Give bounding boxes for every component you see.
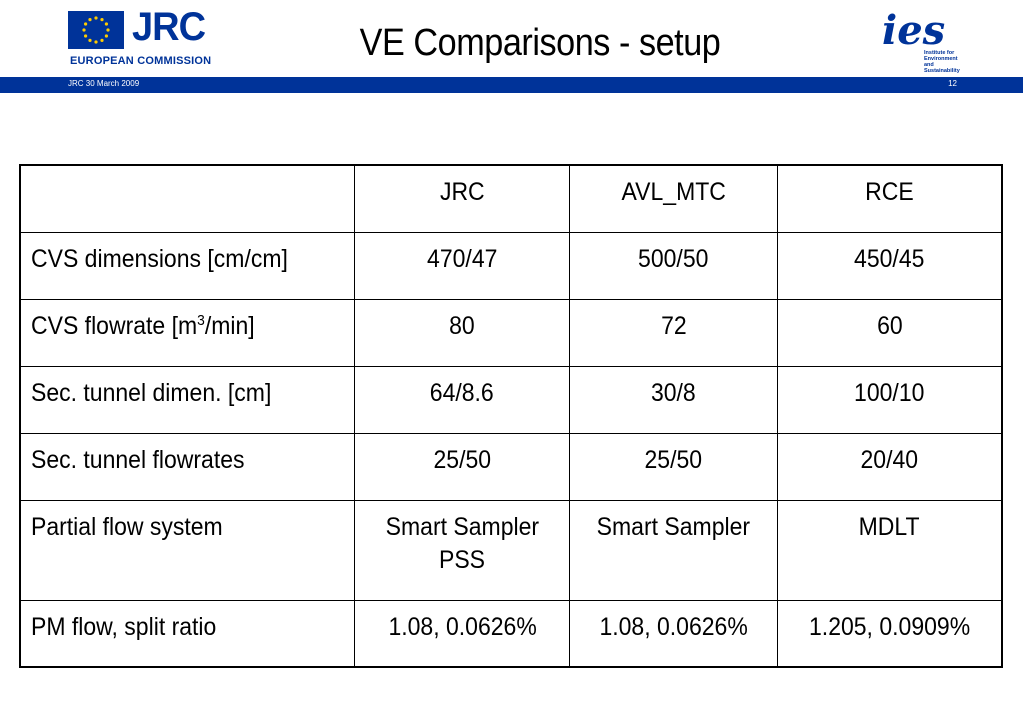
table-cell: 1.205, 0.0909% <box>776 599 1003 668</box>
slide-title: VE Comparisons - setup <box>359 22 721 64</box>
table-cell: 25/50 <box>353 432 571 501</box>
row-label: Sec. tunnel flowrates <box>19 432 355 501</box>
header-cell-avl-mtc: AVL_MTC <box>569 164 778 233</box>
table-row: Sec. tunnel dimen. [cm] 64/8.6 30/8 100/… <box>19 365 1003 434</box>
table-row: Sec. tunnel flowrates 25/50 25/50 20/40 <box>19 432 1003 501</box>
table-header-row: JRC AVL_MTC RCE <box>19 164 1003 233</box>
ies-logo-letters: ies <box>882 8 945 52</box>
table-cell: 64/8.6 <box>353 365 571 434</box>
header-bar: JRC 30 March 2009 12 <box>0 77 1023 93</box>
table-cell: 20/40 <box>776 432 1003 501</box>
jrc-logo: JRC EUROPEAN COMMISSION <box>68 5 212 67</box>
page-number: 12 <box>948 79 957 88</box>
header-cell-rce: RCE <box>776 164 1003 233</box>
row-label: PM flow, split ratio <box>19 599 355 668</box>
row-label: CVS dimensions [cm/cm] <box>19 231 355 300</box>
table-row: CVS dimensions [cm/cm] 470/47 500/50 450… <box>19 231 1003 300</box>
ies-subtitle: Institute for Environment and Sustainabi… <box>924 50 960 74</box>
row-label: Partial flow system <box>19 499 355 601</box>
table-row: Partial flow system Smart Sampler PSS Sma… <box>19 499 1003 601</box>
footer-date: JRC 30 March 2009 <box>68 79 140 88</box>
table-cell: 1.08, 0.0626% <box>353 599 571 668</box>
table-cell: 80 <box>353 298 571 367</box>
table-row: PM flow, split ratio 1.08, 0.0626% 1.08,… <box>19 599 1003 668</box>
jrc-logo-text: JRC <box>132 5 206 49</box>
table-cell: 450/45 <box>776 231 1003 300</box>
table-cell: 30/8 <box>569 365 778 434</box>
table-cell: 25/50 <box>569 432 778 501</box>
table-cell: Smart Sampler <box>569 499 778 601</box>
table-cell: 60 <box>776 298 1003 367</box>
table-cell: 1.08, 0.0626% <box>569 599 778 668</box>
table-cell: Smart Sampler PSS <box>353 499 571 601</box>
header-cell-jrc: JRC <box>353 164 571 233</box>
table-cell: 500/50 <box>569 231 778 300</box>
row-label: CVS flowrate [m3/min] <box>19 298 355 367</box>
table-cell: MDLT <box>776 499 1003 601</box>
table-row: CVS flowrate [m3/min] 80 72 60 <box>19 298 1003 367</box>
ies-logo: ies Institute for Environment and Sustai… <box>880 8 960 74</box>
table-cell: 470/47 <box>353 231 571 300</box>
row-label: Sec. tunnel dimen. [cm] <box>19 365 355 434</box>
ies-logo-icon: ies <box>882 8 945 52</box>
eu-flag-icon <box>68 11 124 49</box>
european-commission-text: EUROPEAN COMMISSION <box>70 55 212 67</box>
table-cell: 100/10 <box>776 365 1003 434</box>
table-cell: 72 <box>569 298 778 367</box>
comparison-table: JRC AVL_MTC RCE CVS dimensions [cm/cm] 4… <box>19 164 1003 668</box>
header-cell-empty <box>19 164 355 233</box>
